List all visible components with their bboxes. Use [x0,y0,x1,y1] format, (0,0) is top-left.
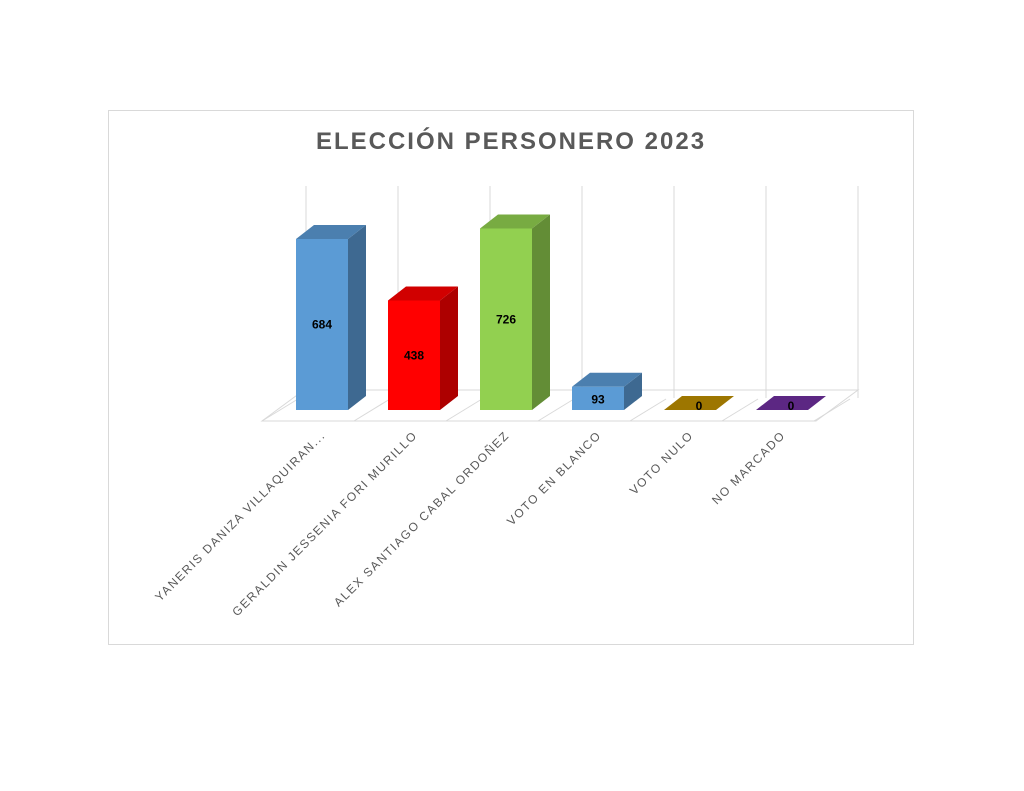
bar-top [480,214,550,229]
floor-divider [445,398,483,422]
floor-divider [353,398,391,422]
x-tick-label: GERALDIN JESSENIA FORI MURILLO [229,428,420,619]
data-label: 0 [696,399,703,413]
x-tick-label: NO MARCADO [709,428,788,507]
bar-side [624,372,642,410]
floor-divider [261,398,299,422]
floor-divider [537,398,575,422]
chart-floor [260,389,860,422]
bar-side [348,225,366,410]
data-label: 93 [591,392,605,406]
data-label: 726 [496,312,516,326]
bar [296,239,348,410]
data-label: 0 [788,399,795,413]
bar-top [664,396,734,410]
x-tick-label: VOTO EN BLANCO [504,428,604,528]
floor-divider [629,398,667,422]
floor-divider [813,398,851,422]
x-tick-label: VOTO NULO [627,428,696,497]
bar-top [296,225,366,239]
bar-top [756,396,826,410]
data-label: 438 [404,348,424,362]
bar [388,300,440,410]
chart-title: ELECCIÓN PERSONERO 2023 [315,128,707,155]
floor-divider [721,398,759,422]
bar-side [440,286,458,410]
bar-side [532,214,550,410]
x-tick-label: ALEX SANTIAGO CABAL ORDOÑEZ [331,428,512,609]
x-tick-label: YANERIS DANIZA VILLAQUIRAN... [152,428,328,604]
bar-top [572,372,642,387]
bar-top [388,286,458,301]
data-label: 684 [312,318,332,332]
bar [480,228,532,410]
bar [572,386,624,410]
